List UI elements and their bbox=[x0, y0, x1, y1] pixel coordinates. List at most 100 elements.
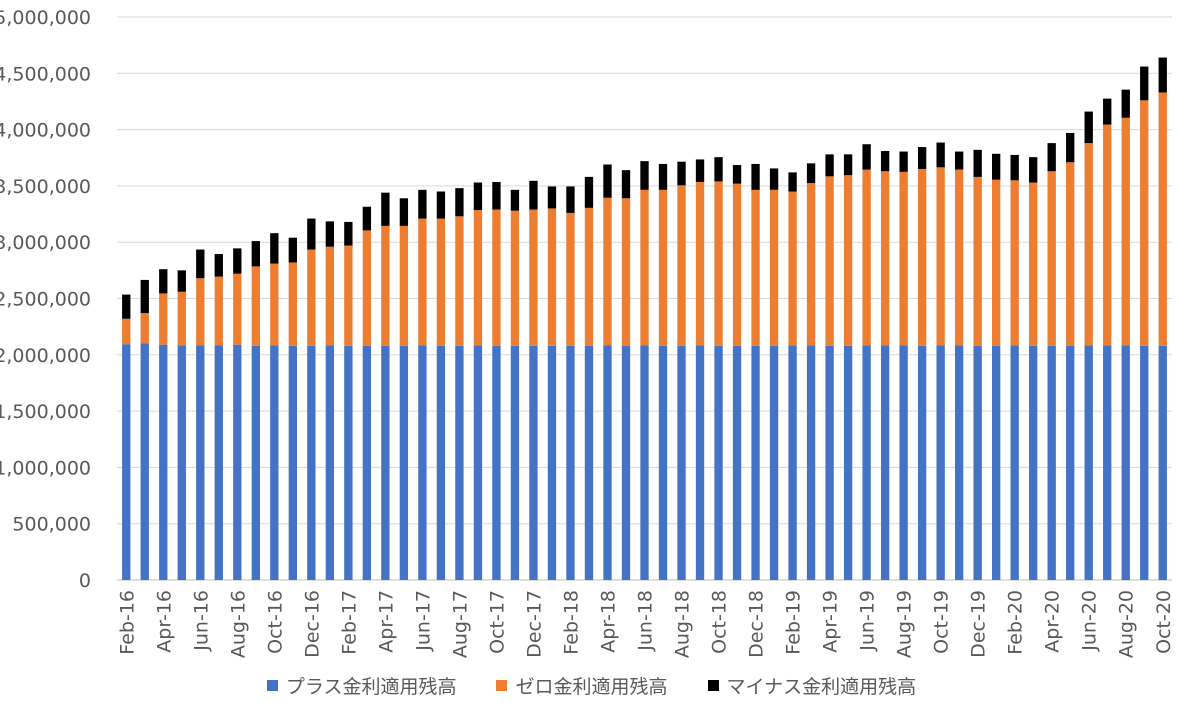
x-tick-label: Dec-18 bbox=[746, 590, 768, 658]
bar-segment-zero-Aug-18 bbox=[677, 185, 686, 346]
bar-segment-minus-Apr-16 bbox=[159, 269, 168, 294]
bar-segment-plus-Jan-19 bbox=[769, 345, 779, 580]
bar-segment-minus-Jun-20 bbox=[1084, 111, 1093, 144]
bar-segment-minus-Aug-18 bbox=[677, 161, 686, 186]
bar-segment-plus-Mar-17 bbox=[362, 345, 372, 580]
bar-segment-zero-Oct-17 bbox=[492, 209, 501, 346]
x-tick-label: Apr-18 bbox=[597, 590, 619, 653]
bar-segment-zero-Jul-18 bbox=[658, 189, 668, 346]
bar-segment-minus-Dec-17 bbox=[529, 180, 538, 210]
bar-segment-zero-Jan-18 bbox=[547, 208, 557, 346]
bar-segment-zero-Nov-17 bbox=[510, 210, 520, 346]
bar-segment-plus-Dec-17 bbox=[529, 345, 538, 580]
bar-segment-minus-Oct-17 bbox=[492, 181, 501, 210]
bar-segment-minus-Apr-18 bbox=[603, 164, 612, 198]
bar-segment-plus-Jan-20 bbox=[992, 345, 1001, 580]
legend-item-zero: ゼロ金利適用残高 bbox=[496, 672, 668, 699]
bar-segment-plus-Mar-18 bbox=[584, 345, 594, 580]
bar-segment-minus-Jan-17 bbox=[325, 221, 335, 247]
x-tick-label: Jun-19 bbox=[857, 590, 879, 652]
bars bbox=[122, 57, 1167, 580]
bar-segment-minus-Sep-20 bbox=[1140, 66, 1149, 101]
y-tick-label: 3,500,000 bbox=[0, 176, 91, 198]
y-axis: 0 500,000 1,000,000 1,500,000 2,000,000 2,500… bbox=[0, 7, 91, 592]
bar-segment-zero-Dec-17 bbox=[529, 209, 538, 346]
bar-segment-plus-Jun-17 bbox=[418, 345, 427, 580]
bar-segment-zero-Sep-18 bbox=[695, 181, 705, 346]
bar-segment-plus-Jul-16 bbox=[214, 345, 223, 580]
stacked-bar-chart: 0 500,000 1,000,000 1,500,000 2,000,000 2,500… bbox=[0, 7, 1175, 658]
bar-segment-zero-Aug-17 bbox=[455, 216, 464, 346]
bar-segment-zero-Aug-16 bbox=[233, 273, 242, 345]
bar-segment-plus-Apr-17 bbox=[381, 345, 390, 580]
bar-segment-minus-Apr-17 bbox=[381, 192, 390, 226]
bar-segment-minus-Feb-17 bbox=[344, 221, 353, 246]
bar-segment-minus-Dec-16 bbox=[307, 218, 316, 250]
bar-segment-plus-Dec-16 bbox=[307, 345, 316, 580]
bar-segment-plus-Jun-20 bbox=[1084, 345, 1093, 580]
x-tick-label: Feb-19 bbox=[783, 590, 805, 655]
bar-segment-minus-Mar-20 bbox=[1029, 157, 1038, 183]
bar-segment-plus-Oct-16 bbox=[270, 345, 279, 580]
bar-segment-minus-Aug-16 bbox=[233, 248, 242, 274]
bar-segment-plus-Aug-18 bbox=[677, 345, 686, 580]
bar-segment-plus-Feb-20 bbox=[1010, 345, 1019, 580]
bar-segment-zero-Sep-19 bbox=[917, 169, 927, 346]
bar-segment-plus-Jan-18 bbox=[547, 345, 557, 580]
x-tick-label: Apr-16 bbox=[153, 590, 175, 653]
legend-swatch-minus bbox=[707, 680, 719, 691]
bar-segment-zero-Jan-17 bbox=[325, 246, 335, 346]
x-tick-label: Jun-20 bbox=[1079, 590, 1101, 652]
bar-segment-zero-Apr-17 bbox=[381, 225, 390, 346]
bar-segment-plus-Aug-20 bbox=[1121, 345, 1130, 580]
bar-segment-zero-Feb-18 bbox=[566, 212, 575, 346]
bar-segment-minus-Mar-17 bbox=[362, 206, 372, 231]
bar-segment-minus-Nov-18 bbox=[732, 165, 742, 184]
bar-segment-plus-Mar-16 bbox=[140, 343, 149, 580]
bar-segment-plus-May-18 bbox=[621, 345, 631, 580]
bar-segment-plus-Feb-19 bbox=[788, 345, 797, 580]
bar-segment-plus-Aug-16 bbox=[233, 344, 242, 580]
y-tick-label: 0 bbox=[79, 570, 91, 592]
x-tick-label: Jun-18 bbox=[635, 590, 657, 652]
x-tick-label: Dec-19 bbox=[968, 590, 990, 658]
x-tick-label: Apr-17 bbox=[375, 590, 397, 653]
bar-segment-minus-May-16 bbox=[177, 270, 186, 292]
bar-segment-minus-Jun-18 bbox=[640, 161, 649, 190]
x-tick-label: Aug-16 bbox=[227, 590, 249, 658]
bar-segment-plus-Nov-19 bbox=[954, 345, 964, 580]
bar-segment-zero-Feb-16 bbox=[122, 318, 131, 345]
bar-segment-minus-Oct-18 bbox=[714, 157, 723, 182]
y-tick-label: 1,500,000 bbox=[0, 401, 91, 423]
bar-segment-plus-Jan-17 bbox=[325, 345, 335, 580]
bar-segment-plus-Feb-17 bbox=[344, 345, 353, 580]
bar-segment-zero-Oct-20 bbox=[1158, 92, 1167, 346]
bar-segment-minus-Sep-19 bbox=[917, 147, 927, 170]
legend-label-minus: マイナス金利適用残高 bbox=[726, 676, 917, 698]
bar-segment-minus-May-20 bbox=[1066, 132, 1075, 163]
bar-segment-zero-Mar-16 bbox=[140, 313, 149, 344]
bar-segment-plus-Jun-16 bbox=[196, 345, 205, 580]
bar-segment-zero-Jul-16 bbox=[214, 276, 223, 346]
bar-segment-zero-Jul-20 bbox=[1103, 124, 1112, 346]
bar-segment-zero-Dec-16 bbox=[307, 249, 316, 346]
bar-segment-minus-May-19 bbox=[843, 154, 853, 176]
x-tick-label: Apr-19 bbox=[820, 590, 842, 653]
bar-segment-zero-Jun-18 bbox=[640, 189, 649, 346]
bar-segment-zero-Oct-19 bbox=[936, 167, 945, 346]
bar-segment-minus-Nov-19 bbox=[954, 151, 964, 170]
bar-segment-minus-Feb-18 bbox=[566, 186, 575, 213]
bar-segment-zero-Jun-20 bbox=[1084, 143, 1093, 346]
bar-segment-zero-Jun-19 bbox=[862, 169, 871, 346]
bar-segment-minus-Jul-17 bbox=[436, 191, 446, 219]
bar-segment-minus-Sep-16 bbox=[251, 241, 260, 267]
bar-segment-zero-May-20 bbox=[1066, 162, 1075, 346]
x-tick-label: Aug-19 bbox=[894, 590, 916, 658]
bar-segment-zero-Aug-20 bbox=[1121, 117, 1130, 346]
bar-segment-plus-Sep-17 bbox=[473, 345, 483, 580]
bar-segment-zero-Jan-19 bbox=[769, 189, 779, 346]
x-tick-label: Oct-20 bbox=[1153, 590, 1175, 654]
bar-segment-zero-Nov-19 bbox=[954, 169, 964, 346]
legend: プラス金利適用残高 ゼロ金利適用残高 マイナス金利適用残高 bbox=[0, 672, 1183, 699]
bar-segment-plus-Sep-16 bbox=[251, 345, 260, 580]
